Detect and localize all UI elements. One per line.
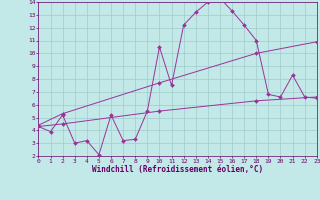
X-axis label: Windchill (Refroidissement éolien,°C): Windchill (Refroidissement éolien,°C) [92, 165, 263, 174]
